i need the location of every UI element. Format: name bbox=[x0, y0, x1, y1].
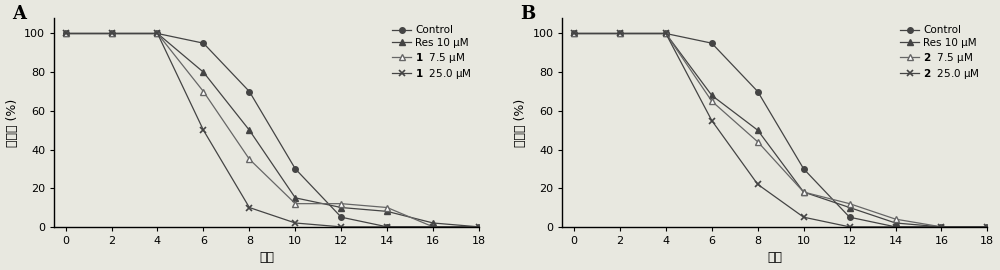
Res 10 μM bbox=[243, 129, 255, 132]
Control bbox=[706, 42, 718, 45]
Legend: Control, Res 10 μM, $\mathbf{1}$  7.5 μM, $\mathbf{1}$  25.0 μM: Control, Res 10 μM, $\mathbf{1}$ 7.5 μM,… bbox=[390, 23, 474, 83]
2  7.5 μM bbox=[798, 190, 810, 194]
Text: B: B bbox=[520, 5, 535, 23]
2  25.0 μM bbox=[935, 225, 947, 228]
2  25.0 μM bbox=[614, 32, 626, 35]
1  7.5 μM bbox=[289, 202, 301, 205]
Line: 2  25.0 μM: 2 25.0 μM bbox=[570, 30, 991, 230]
Y-axis label: 生存率 (%): 生存率 (%) bbox=[514, 98, 527, 147]
1  25.0 μM bbox=[243, 206, 255, 209]
Res 10 μM bbox=[935, 225, 947, 228]
Control bbox=[197, 42, 209, 45]
Res 10 μM bbox=[381, 210, 393, 213]
2  25.0 μM bbox=[706, 119, 718, 122]
Control bbox=[890, 225, 902, 228]
Control bbox=[935, 225, 947, 228]
Line: Res 10 μM: Res 10 μM bbox=[63, 31, 482, 230]
Line: Res 10 μM: Res 10 μM bbox=[571, 31, 990, 230]
Control bbox=[752, 90, 764, 93]
Res 10 μM bbox=[197, 70, 209, 74]
Y-axis label: 生存率 (%): 生存率 (%) bbox=[6, 98, 19, 147]
Control bbox=[243, 90, 255, 93]
Line: Control: Control bbox=[63, 31, 482, 230]
1  7.5 μM bbox=[197, 90, 209, 93]
Control bbox=[151, 32, 163, 35]
Control bbox=[381, 225, 393, 228]
2  7.5 μM bbox=[890, 218, 902, 221]
Control bbox=[335, 215, 347, 219]
Res 10 μM bbox=[752, 129, 764, 132]
Line: 2  7.5 μM: 2 7.5 μM bbox=[571, 31, 990, 230]
1  7.5 μM bbox=[106, 32, 118, 35]
1  25.0 μM bbox=[427, 225, 439, 228]
2  7.5 μM bbox=[935, 225, 947, 228]
1  25.0 μM bbox=[335, 225, 347, 228]
X-axis label: 代数: 代数 bbox=[767, 251, 782, 264]
1  7.5 μM bbox=[243, 158, 255, 161]
Res 10 μM bbox=[614, 32, 626, 35]
Line: 1  7.5 μM: 1 7.5 μM bbox=[63, 31, 482, 230]
2  25.0 μM bbox=[568, 32, 580, 35]
1  25.0 μM bbox=[151, 32, 163, 35]
2  7.5 μM bbox=[614, 32, 626, 35]
1  7.5 μM bbox=[151, 32, 163, 35]
2  7.5 μM bbox=[752, 140, 764, 143]
1  25.0 μM bbox=[289, 221, 301, 225]
2  25.0 μM bbox=[752, 183, 764, 186]
2  7.5 μM bbox=[981, 225, 993, 228]
Res 10 μM bbox=[151, 32, 163, 35]
Control bbox=[981, 225, 993, 228]
Res 10 μM bbox=[289, 196, 301, 200]
2  7.5 μM bbox=[568, 32, 580, 35]
Line: 1  25.0 μM: 1 25.0 μM bbox=[62, 30, 483, 230]
Control bbox=[798, 167, 810, 170]
Res 10 μM bbox=[798, 190, 810, 194]
Res 10 μM bbox=[60, 32, 72, 35]
X-axis label: 代数: 代数 bbox=[259, 251, 274, 264]
Control bbox=[106, 32, 118, 35]
Res 10 μM bbox=[427, 221, 439, 225]
1  25.0 μM bbox=[106, 32, 118, 35]
Legend: Control, Res 10 μM, $\mathbf{2}$  7.5 μM, $\mathbf{2}$  25.0 μM: Control, Res 10 μM, $\mathbf{2}$ 7.5 μM,… bbox=[898, 23, 982, 83]
Control bbox=[427, 225, 439, 228]
Control bbox=[473, 225, 485, 228]
Control bbox=[289, 167, 301, 170]
1  7.5 μM bbox=[335, 202, 347, 205]
2  25.0 μM bbox=[660, 32, 672, 35]
2  25.0 μM bbox=[798, 215, 810, 219]
Control bbox=[60, 32, 72, 35]
1  7.5 μM bbox=[427, 225, 439, 228]
Res 10 μM bbox=[473, 225, 485, 228]
Res 10 μM bbox=[890, 221, 902, 225]
Res 10 μM bbox=[335, 206, 347, 209]
1  25.0 μM bbox=[197, 129, 209, 132]
1  25.0 μM bbox=[381, 225, 393, 228]
Control bbox=[568, 32, 580, 35]
1  25.0 μM bbox=[473, 225, 485, 228]
2  7.5 μM bbox=[660, 32, 672, 35]
Control bbox=[844, 215, 856, 219]
Res 10 μM bbox=[660, 32, 672, 35]
2  25.0 μM bbox=[890, 225, 902, 228]
Res 10 μM bbox=[106, 32, 118, 35]
Control bbox=[614, 32, 626, 35]
Res 10 μM bbox=[844, 206, 856, 209]
Res 10 μM bbox=[981, 225, 993, 228]
1  7.5 μM bbox=[381, 206, 393, 209]
2  7.5 μM bbox=[706, 100, 718, 103]
2  7.5 μM bbox=[844, 202, 856, 205]
Line: Control: Control bbox=[571, 31, 990, 230]
1  7.5 μM bbox=[60, 32, 72, 35]
Text: A: A bbox=[12, 5, 26, 23]
2  25.0 μM bbox=[981, 225, 993, 228]
1  7.5 μM bbox=[473, 225, 485, 228]
Res 10 μM bbox=[568, 32, 580, 35]
Control bbox=[660, 32, 672, 35]
Res 10 μM bbox=[706, 94, 718, 97]
1  25.0 μM bbox=[60, 32, 72, 35]
2  25.0 μM bbox=[844, 225, 856, 228]
